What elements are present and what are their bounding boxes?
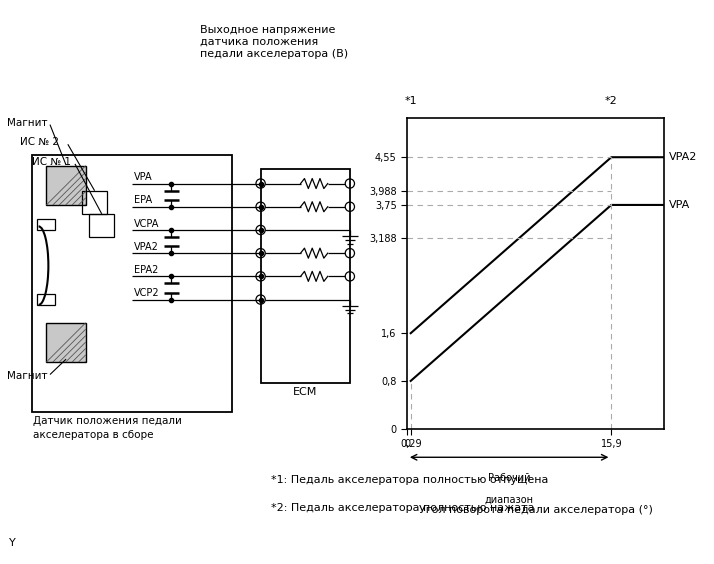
Bar	[37, 294, 56, 305]
Text: EPA2: EPA2	[134, 265, 159, 275]
Text: VCPA: VCPA	[134, 218, 159, 228]
Text: VCP2: VCP2	[134, 288, 159, 298]
Text: ECM: ECM	[293, 387, 318, 398]
Text: Выходное напряжение
датчика положения
педали акселератора (В): Выходное напряжение датчика положения пе…	[200, 25, 348, 59]
Text: VPA2: VPA2	[669, 152, 698, 162]
Text: Датчик положения педали: Датчик положения педали	[33, 416, 182, 426]
Text: *1: Педаль акселератора полностью отпущена: *1: Педаль акселератора полностью отпуще…	[271, 475, 548, 485]
Text: VPA: VPA	[669, 200, 690, 210]
Text: Y: Y	[9, 538, 15, 548]
Bar	[32, 155, 232, 412]
Text: акселератора в сборе: акселератора в сборе	[33, 430, 154, 440]
Text: Магнит: Магнит	[7, 118, 48, 128]
Text: диапазон: диапазон	[485, 494, 533, 504]
Bar	[46, 166, 86, 205]
Text: *2: *2	[605, 96, 618, 106]
Bar	[89, 214, 114, 237]
Text: *2: Педаль акселератора полностью нажата: *2: Педаль акселератора полностью нажата	[271, 503, 535, 513]
X-axis label: Угол поворота педали акселератора (°): Угол поворота педали акселератора (°)	[418, 505, 653, 514]
Text: VPA: VPA	[134, 172, 153, 182]
Bar	[261, 169, 350, 384]
Bar	[82, 191, 107, 214]
Text: Рабочий: Рабочий	[488, 473, 531, 483]
Bar	[46, 323, 86, 362]
Bar	[37, 219, 56, 230]
Text: EPA: EPA	[134, 195, 152, 205]
Text: ИС № 1: ИС № 1	[32, 157, 71, 167]
Text: ИС № 2: ИС № 2	[20, 138, 59, 147]
Text: Магнит: Магнит	[7, 371, 48, 381]
Text: *1: *1	[404, 96, 417, 106]
Text: VPA2: VPA2	[134, 242, 159, 252]
